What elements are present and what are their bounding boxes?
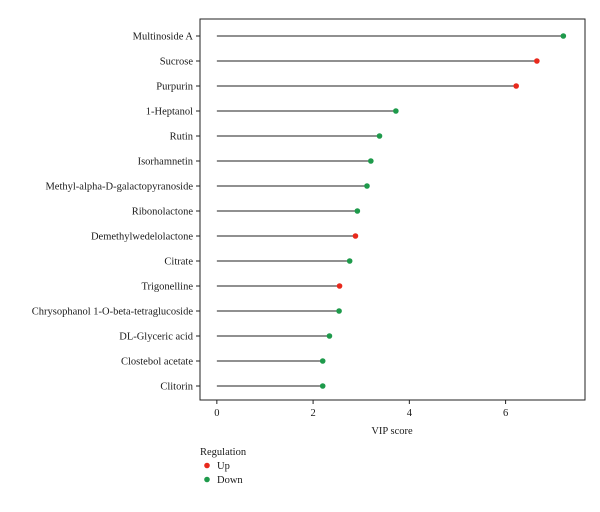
x-axis-title: VIP score [371, 426, 413, 437]
x-tick-label-0: 0 [214, 408, 219, 419]
x-tick-label-1: 2 [310, 408, 315, 419]
x-tick-label-2: 4 [407, 408, 413, 419]
category-label-6: Methyl-alpha-D-galactopyranoside [45, 182, 193, 193]
x-tick-label-3: 6 [503, 408, 508, 419]
point-9 [346, 258, 353, 264]
category-label-4: Rutin [170, 132, 194, 143]
point-11 [336, 308, 342, 314]
category-label-7: Ribonolactone [132, 207, 194, 218]
legend-label-up: Up [217, 461, 230, 472]
plot-frame [199, 18, 586, 401]
point-4 [376, 133, 383, 139]
category-label-12: DL-Glyceric acid [119, 332, 194, 343]
lollipop-stems [216, 35, 564, 387]
point-0 [560, 33, 567, 39]
point-5 [368, 158, 374, 164]
category-label-11: Chrysophanol 1-O-beta-tetraglucoside [32, 307, 194, 318]
point-6 [364, 183, 370, 189]
legend-marker-up [204, 462, 210, 469]
point-7 [354, 208, 361, 214]
point-13 [319, 358, 326, 364]
point-1 [534, 58, 540, 64]
category-label-8: Demethylwedelolactone [91, 232, 193, 243]
category-label-1: Sucrose [160, 57, 194, 68]
point-2 [513, 83, 519, 89]
category-label-0: Multinoside A [133, 32, 194, 43]
legend-title: Regulation [200, 447, 247, 458]
lollipop-dots [319, 33, 567, 389]
point-8 [352, 233, 359, 239]
point-3 [393, 108, 399, 114]
category-label-3: 1-Heptanol [146, 107, 193, 118]
point-12 [326, 333, 333, 339]
category-label-13: Clostebol acetate [121, 357, 193, 368]
legend-marker-down [204, 476, 210, 483]
point-14 [319, 383, 326, 389]
category-label-2: Purpurin [156, 82, 194, 93]
legend-label-down: Down [217, 475, 243, 486]
category-label-9: Citrate [164, 257, 193, 268]
category-label-10: Trigonelline [141, 282, 193, 293]
category-label-5: Isorhamnetin [138, 157, 194, 168]
x-axis: 0 2 4 6 [214, 400, 508, 419]
category-label-14: Clitorin [160, 382, 193, 393]
point-10 [336, 283, 343, 289]
category-labels: Multinoside A Sucrose Purpurin 1-Heptanol Ru… [32, 32, 200, 393]
legend: Regulation Up Down [200, 447, 247, 486]
